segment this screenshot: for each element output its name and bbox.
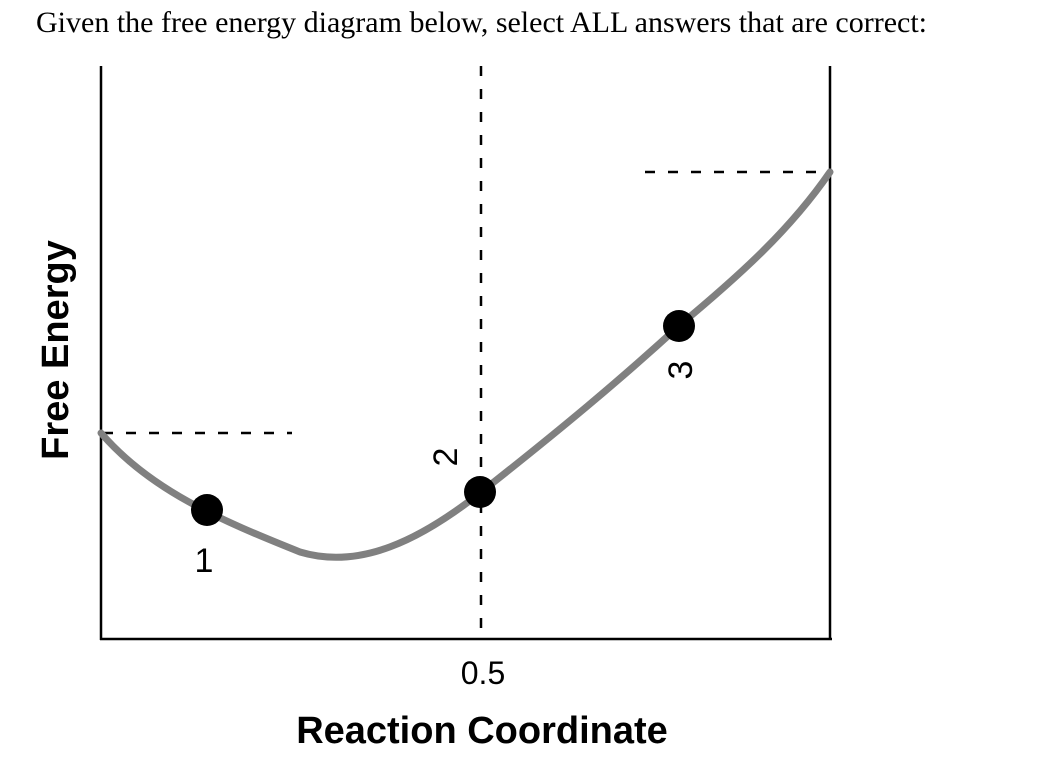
point-1-label: 1	[195, 542, 214, 580]
point-3-marker	[663, 310, 695, 342]
point-1-marker	[191, 494, 223, 526]
x-axis-label: Reaction Coordinate	[296, 710, 668, 752]
point-2-label: 2	[427, 448, 465, 467]
y-axis-label: Free Energy	[35, 240, 77, 460]
point-2-marker	[464, 476, 496, 508]
point-3-label: 3	[662, 361, 700, 380]
question-text: Given the free energy diagram below, sel…	[36, 6, 927, 39]
x-tick-label: 0.5	[461, 655, 505, 691]
